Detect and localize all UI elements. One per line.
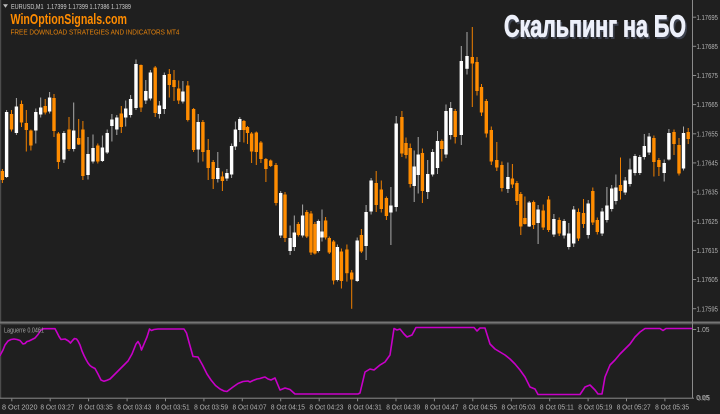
svg-text:8 Oct 05:03: 8 Oct 05:03 [502,402,536,411]
svg-text:WinOptionSignals.com: WinOptionSignals.com [11,12,128,28]
svg-text:FREE DOWNLOAD STRATEGIES AND I: FREE DOWNLOAD STRATEGIES AND INDICATORS … [11,28,180,37]
svg-text:Laguerre 0.0461: Laguerre 0.0461 [4,327,44,334]
svg-text:8 Oct 05:11: 8 Oct 05:11 [540,402,574,411]
svg-text:Скальпинг на БО: Скальпинг на БО [504,9,686,44]
svg-text:8 Oct 04:07: 8 Oct 04:07 [233,402,267,411]
svg-text:8 Oct 03:51: 8 Oct 03:51 [156,402,190,411]
svg-text:1.17595: 1.17595 [697,306,719,313]
svg-text:8 Oct 04:47: 8 Oct 04:47 [425,402,459,411]
svg-text:8 Oct 04:15: 8 Oct 04:15 [271,402,305,411]
svg-text:1.17655: 1.17655 [697,131,719,138]
svg-text:1.17615: 1.17615 [697,248,719,255]
svg-text:1.05: 1.05 [697,327,710,334]
svg-text:EURUSD,M1 1.17399 1.17399 1.1: EURUSD,M1 1.17399 1.17399 1.17386 1.1738… [11,4,131,11]
svg-text:8 Oct 05:19: 8 Oct 05:19 [578,402,612,411]
svg-text:1.17605: 1.17605 [697,277,719,284]
svg-text:1.17645: 1.17645 [697,161,719,168]
svg-text:1.17665: 1.17665 [697,102,719,109]
svg-text:8 Oct 04:39: 8 Oct 04:39 [386,402,420,411]
svg-text:8 Oct 2020: 8 Oct 2020 [2,402,38,411]
svg-text:1.17695: 1.17695 [697,15,719,22]
svg-text:1.17685: 1.17685 [697,44,719,51]
svg-text:8 Oct 05:35: 8 Oct 05:35 [655,402,689,411]
svg-text:8 Oct 04:55: 8 Oct 04:55 [463,402,497,411]
svg-text:8 Oct 03:59: 8 Oct 03:59 [194,402,228,411]
svg-text:Скальпинг на БО: Скальпинг на БО [506,10,688,45]
svg-text:8 Oct 05:27: 8 Oct 05:27 [617,402,651,411]
svg-text:8 Oct 04:23: 8 Oct 04:23 [309,402,343,411]
svg-text:8 Oct 03:27: 8 Oct 03:27 [40,402,74,411]
svg-text:8 Oct 04:31: 8 Oct 04:31 [348,402,382,411]
svg-text:8 Oct 03:35: 8 Oct 03:35 [79,402,113,411]
svg-text:0.05: 0.05 [697,395,710,402]
svg-text:1.17625: 1.17625 [697,219,719,226]
svg-text:0.05: 0.05 [696,395,709,402]
svg-text:8 Oct 03:43: 8 Oct 03:43 [117,402,151,411]
svg-text:1.17675: 1.17675 [697,73,719,80]
svg-text:1.17635: 1.17635 [697,190,719,197]
